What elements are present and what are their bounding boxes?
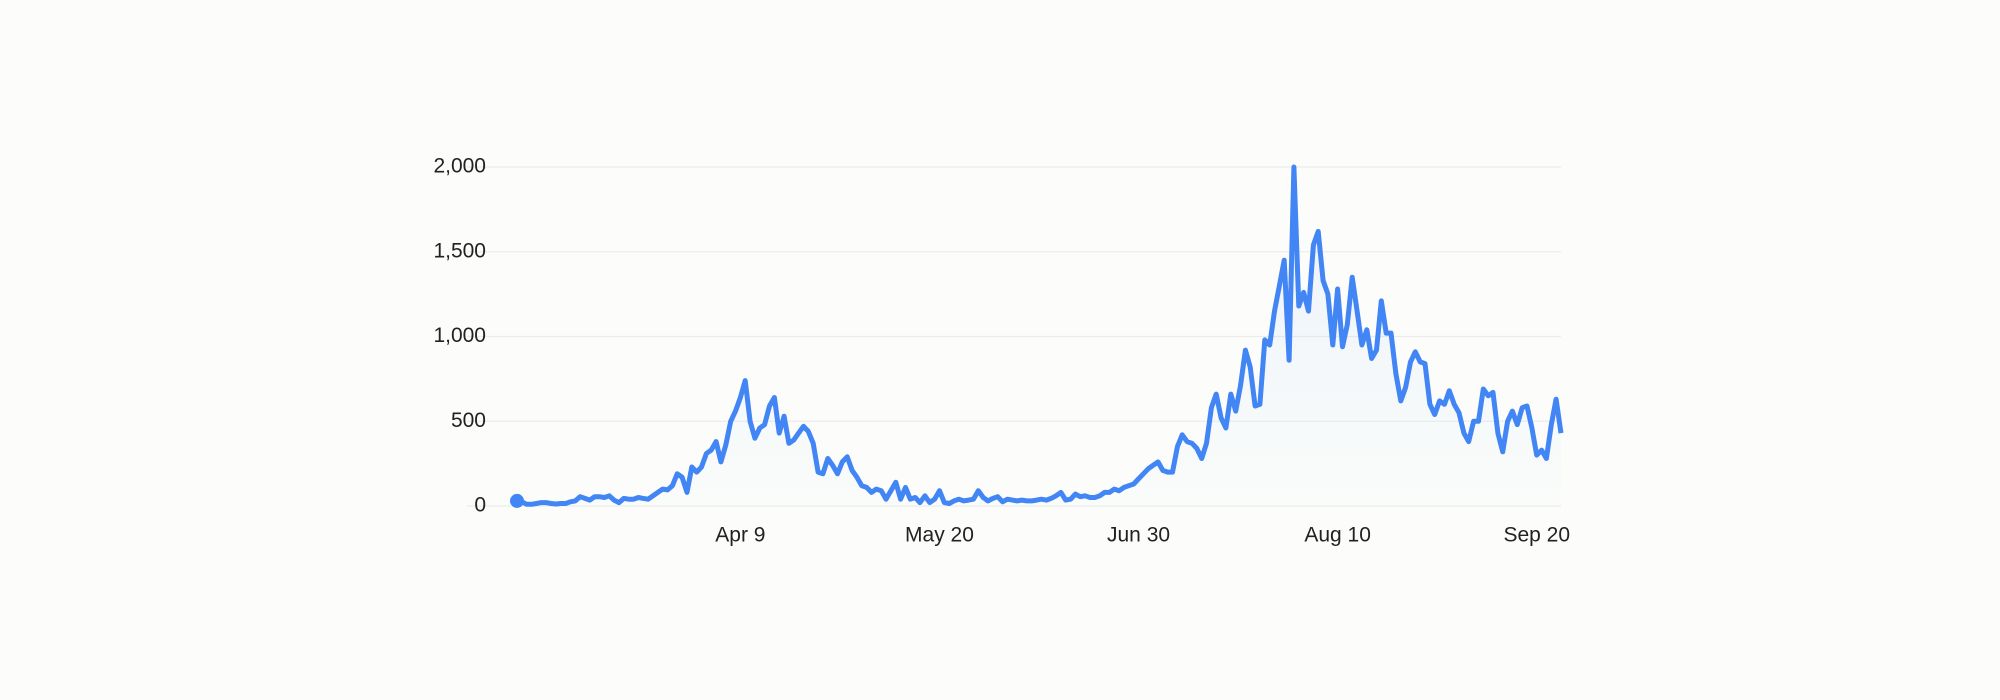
x-tick-label: May 20 xyxy=(905,524,974,547)
area xyxy=(517,167,1561,506)
y-tick-label: 500 xyxy=(451,409,486,432)
start-dot xyxy=(510,493,524,508)
line xyxy=(516,164,1564,507)
y-tick-label: 1,500 xyxy=(433,239,486,262)
x-tick-label: Sep 20 xyxy=(1503,524,1570,547)
x-tick-label: Jun 30 xyxy=(1107,524,1170,547)
y-tick-label: 0 xyxy=(474,494,486,517)
y-tick-label: 2,000 xyxy=(433,155,486,178)
y-tick-label: 1,000 xyxy=(433,324,486,347)
x-tick-label: Apr 9 xyxy=(715,524,765,547)
x-tick-label: Aug 10 xyxy=(1304,524,1371,547)
